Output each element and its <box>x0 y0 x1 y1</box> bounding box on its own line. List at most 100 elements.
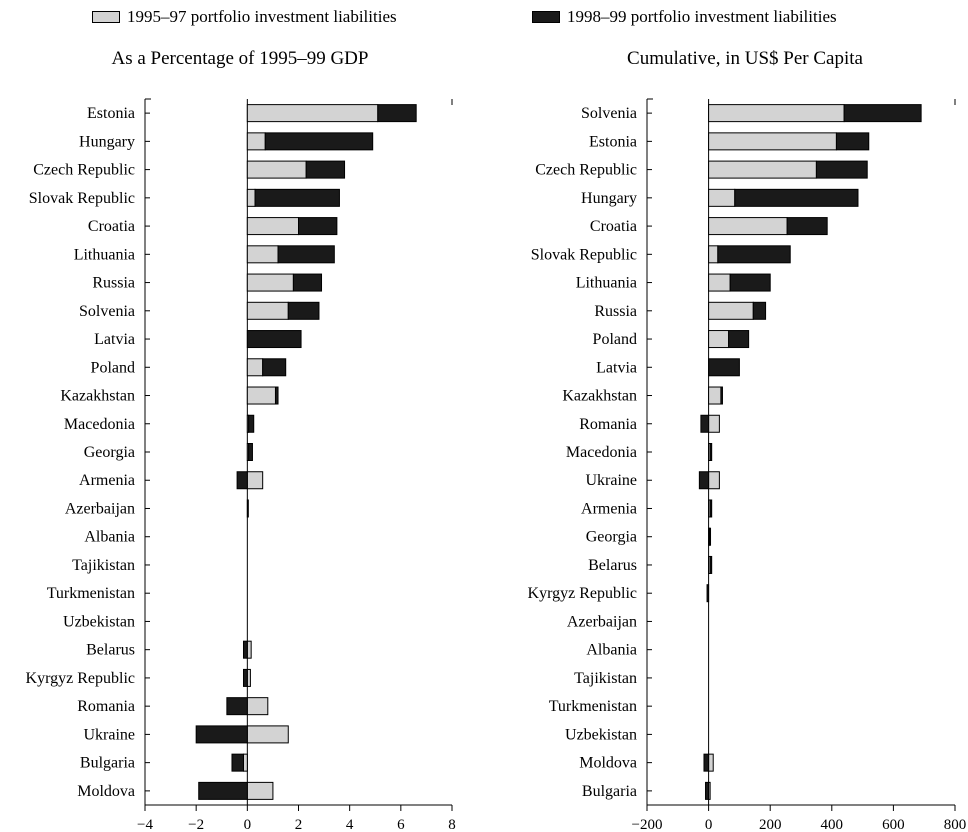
gdp-category-label-czech-republic: Czech Republic <box>33 162 135 179</box>
gdp-category-label-turkmenistan: Turkmenistan <box>47 585 135 602</box>
gdp-bar-1995-97-azerbaijan <box>246 499 249 518</box>
gdp-bar-1995-97-armenia <box>246 471 264 490</box>
gdp-bar-1995-97-russia <box>246 273 294 292</box>
gdp-bar-1995-97-romania <box>246 697 269 716</box>
gdp-bar-1995-97-hungary <box>246 132 266 151</box>
percap-bar-1995-97-poland <box>708 330 730 349</box>
gdp-bar-1995-97-belarus <box>246 640 252 659</box>
percap-category-label-azerbaijan: Azerbaijan <box>567 613 637 630</box>
percap-bar-1998-99-romania <box>700 414 710 433</box>
percap-category-label-tajikistan: Tajikistan <box>574 670 637 687</box>
percap-category-label-albania: Albania <box>586 642 637 659</box>
gdp-bar-1995-97-poland <box>246 358 264 377</box>
percap-x-tick-label: 200 <box>759 817 782 832</box>
gdp-category-label-croatia: Croatia <box>88 218 135 235</box>
percap-category-label-croatia: Croatia <box>590 218 637 235</box>
gdp-bar-1998-99-lithuania <box>277 245 335 264</box>
percap-category-label-lithuania: Lithuania <box>576 275 637 292</box>
percap-category-label-hungary: Hungary <box>581 190 637 207</box>
percap-bar-1998-99-hungary <box>734 188 859 207</box>
percap-bar-1998-99-bulgaria <box>705 781 710 800</box>
percap-bar-1995-97-croatia <box>708 217 788 236</box>
gdp-bar-1998-99-georgia <box>248 443 253 461</box>
percap-category-label-romania: Romania <box>579 416 637 433</box>
percap-category-label-georgia: Georgia <box>586 529 637 546</box>
percap-bar-1998-99-georgia <box>709 527 712 546</box>
gdp-category-label-azerbaijan: Azerbaijan <box>65 500 135 517</box>
gdp-bar-1998-99-macedonia <box>248 414 255 433</box>
percap-bar-1998-99-ukraine <box>698 471 710 490</box>
percap-category-label-belarus: Belarus <box>588 557 637 574</box>
gdp-bar-1995-97-kazakhstan <box>246 386 276 405</box>
percap-bar-1998-99-lithuania <box>729 273 771 292</box>
percap-bar-1995-97-czech-republic <box>708 160 817 179</box>
percap-x-tick-label: −200 <box>632 817 663 832</box>
gdp-x-tick-label: 2 <box>295 817 303 832</box>
legend-item-1995-97: 1995–97 portfolio investment liabilities <box>92 7 397 27</box>
gdp-category-label-belarus: Belarus <box>86 642 135 659</box>
gdp-bar-1998-99-croatia <box>298 217 338 236</box>
percap-x-tick-label: 0 <box>705 817 713 832</box>
percap-category-label-moldova: Moldova <box>579 755 637 772</box>
gdp-category-label-bulgaria: Bulgaria <box>80 755 135 772</box>
gdp-bar-1998-99-romania <box>226 697 248 716</box>
percap-bar-1998-99-kyrgyz-republic <box>706 584 710 603</box>
gdp-x-tick-label: 8 <box>448 817 456 832</box>
gdp-bar-1995-97-estonia <box>246 104 379 123</box>
percap-category-label-turkmenistan: Turkmenistan <box>549 698 637 715</box>
legend-label-1998-99: 1998–99 portfolio investment liabilities <box>567 7 837 26</box>
percap-category-label-russia: Russia <box>594 303 637 320</box>
gdp-bar-1998-99-slovak-republic <box>254 188 340 207</box>
gdp-bar-1998-99-kazakhstan <box>274 386 279 405</box>
gdp-category-label-tajikistan: Tajikistan <box>72 557 135 574</box>
gdp-category-label-slovak-republic: Slovak Republic <box>29 190 135 207</box>
percap-bar-1998-99-croatia <box>786 217 828 236</box>
gdp-bar-1998-99-latvia <box>246 330 302 349</box>
legend-label-1995-97: 1995–97 portfolio investment liabilities <box>127 7 397 26</box>
percap-category-label-uzbekistan: Uzbekistan <box>565 726 637 743</box>
gdp-category-label-georgia: Georgia <box>84 444 135 461</box>
percap-category-label-poland: Poland <box>593 331 637 348</box>
gdp-bar-1995-97-bulgaria <box>242 753 248 772</box>
percap-category-label-solvenia: Solvenia <box>581 105 637 122</box>
gdp-bar-1998-99-solvenia <box>287 301 320 320</box>
percap-bar-1995-97-ukraine <box>708 471 720 490</box>
percap-category-label-czech-republic: Czech Republic <box>535 162 637 179</box>
percap-category-label-latvia: Latvia <box>596 359 637 376</box>
gdp-x-tick-label: −2 <box>188 817 204 832</box>
gdp-bar-1995-97-ukraine <box>246 725 289 744</box>
percap-bar-1998-99-estonia <box>835 132 870 151</box>
percap-bar-1998-99-latvia <box>708 358 740 377</box>
percap-category-label-armenia: Armenia <box>581 500 637 517</box>
percap-bar-1995-97-slovak-republic <box>708 245 719 264</box>
percap-category-label-kyrgyz-republic: Kyrgyz Republic <box>528 585 637 602</box>
legend: 1995–97 portfolio investment liabilities… <box>0 0 968 34</box>
percap-x-tick-label: 600 <box>882 817 905 832</box>
gdp-category-label-solvenia: Solvenia <box>79 303 135 320</box>
percap-bar-1998-99-macedonia <box>709 443 713 461</box>
gdp-category-label-russia: Russia <box>92 275 135 292</box>
gdp-category-label-macedonia: Macedonia <box>64 416 135 433</box>
percap-bar-1995-97-lithuania <box>708 273 731 292</box>
percap-category-label-ukraine: Ukraine <box>585 472 637 489</box>
percap-category-label-bulgaria: Bulgaria <box>582 783 637 800</box>
gdp-bar-1995-97-solvenia <box>246 301 289 320</box>
percap-bar-1995-97-moldova <box>708 753 714 772</box>
gdp-bar-1998-99-hungary <box>264 132 374 151</box>
chart-title-per-capita: Cumulative, in US$ Per Capita <box>627 48 863 69</box>
percap-bar-1995-97-hungary <box>708 188 736 207</box>
percap-bar-1995-97-kazakhstan <box>708 386 722 405</box>
percap-x-tick-label: 400 <box>821 817 844 832</box>
percap-category-label-estonia: Estonia <box>589 133 637 150</box>
gdp-category-label-latvia: Latvia <box>94 331 135 348</box>
percap-bar-1995-97-solvenia <box>708 104 845 123</box>
gdp-bar-1998-99-poland <box>262 358 287 377</box>
gdp-bar-1995-97-croatia <box>246 217 299 236</box>
percap-bar-1998-99-russia <box>752 301 767 320</box>
gdp-category-label-estonia: Estonia <box>87 105 135 122</box>
gdp-bar-1998-99-czech-republic <box>305 160 346 179</box>
gdp-bar-1998-99-bulgaria <box>231 753 244 772</box>
percap-category-label-slovak-republic: Slovak Republic <box>531 246 637 263</box>
percap-category-label-kazakhstan: Kazakhstan <box>562 388 637 405</box>
